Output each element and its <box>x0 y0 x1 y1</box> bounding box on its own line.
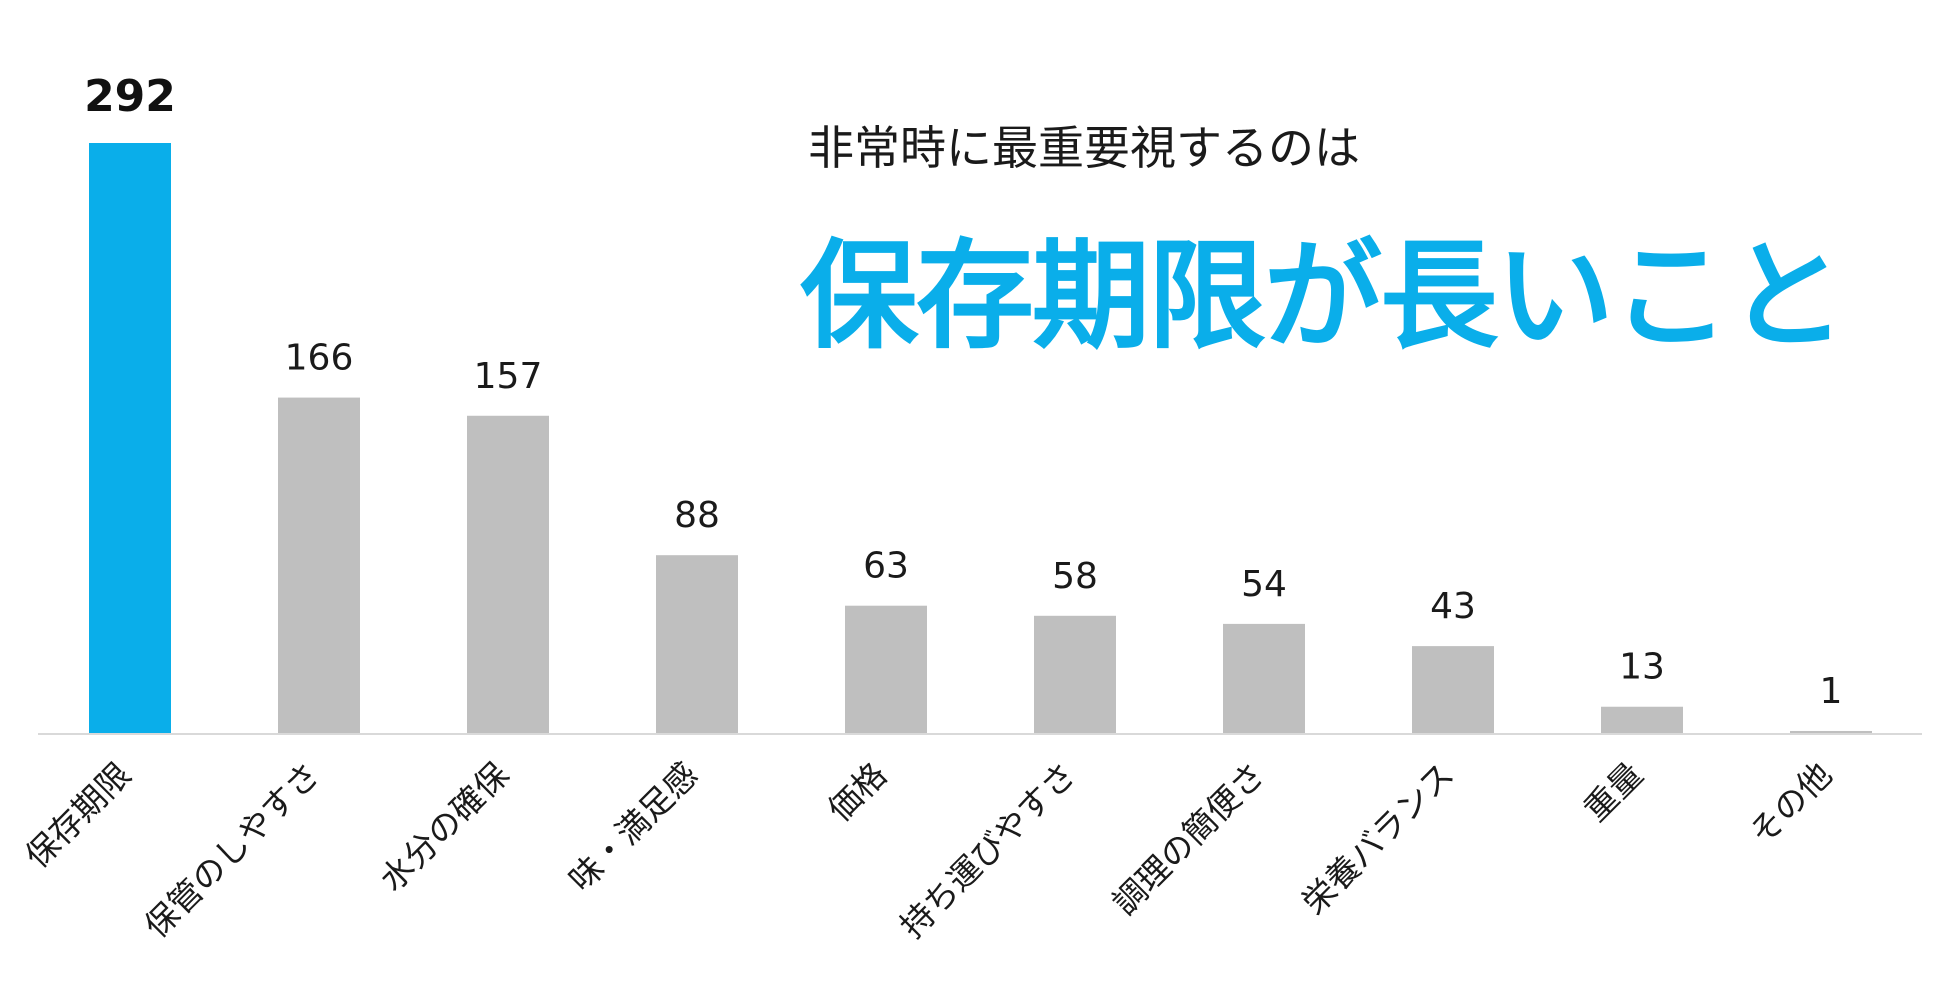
bar-8 <box>1601 706 1683 733</box>
bar-9 <box>1790 730 1872 733</box>
bar-4 <box>845 605 927 733</box>
category-label-7: 栄養バランス <box>1294 755 1461 922</box>
category-label-4: 価格 <box>820 755 894 829</box>
value-label-6: 54 <box>1241 564 1287 605</box>
bar-6 <box>1223 623 1305 733</box>
category-label-5: 持ち運びやすさ <box>892 755 1083 946</box>
value-label-9: 1 <box>1820 671 1843 712</box>
category-label-2: 水分の確保 <box>372 755 516 899</box>
category-label-3: 味・満足感 <box>561 755 705 899</box>
category-label-6: 調理の簡便さ <box>1105 755 1273 923</box>
bar-1 <box>278 397 360 733</box>
headline-subtitle: 非常時に最重要視するのは <box>808 121 1360 175</box>
category-label-8: 重量 <box>1576 755 1650 829</box>
category-label-0: 保存期限 <box>17 755 138 876</box>
bar-7 <box>1412 646 1494 733</box>
bar-2 <box>467 415 549 733</box>
value-label-7: 43 <box>1430 586 1476 627</box>
category-label-1: 保管のしやすさ <box>137 755 328 946</box>
value-labels-group: 292 166 157 88 63 58 54 43 13 1 <box>84 71 1842 712</box>
bar-5 <box>1034 615 1116 733</box>
value-label-2: 157 <box>474 356 543 397</box>
value-label-4: 63 <box>863 546 909 587</box>
value-label-8: 13 <box>1619 647 1665 688</box>
value-label-1: 166 <box>285 338 354 379</box>
bar-0 <box>89 143 171 733</box>
value-label-5: 58 <box>1052 556 1098 597</box>
category-label-9: その他 <box>1742 755 1840 853</box>
value-label-3: 88 <box>674 495 720 536</box>
bar-3 <box>656 555 738 733</box>
headline-title: 保存期限が長いこと <box>800 227 1846 365</box>
value-label-0: 292 <box>84 71 176 122</box>
bars-group <box>89 143 1872 733</box>
